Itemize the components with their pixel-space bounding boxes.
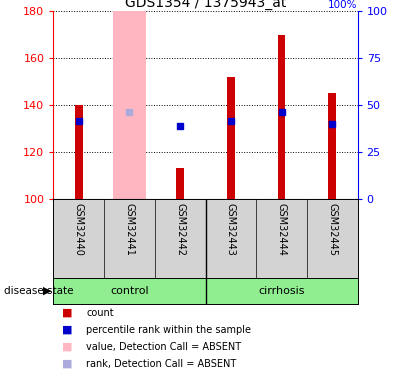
- Bar: [176, 168, 184, 199]
- Text: disease state: disease state: [4, 286, 74, 296]
- Text: ■: ■: [62, 359, 72, 369]
- Text: value, Detection Call = ABSENT: value, Detection Call = ABSENT: [86, 342, 241, 352]
- Title: GDS1354 / 1375943_at: GDS1354 / 1375943_at: [125, 0, 286, 10]
- Bar: [278, 35, 285, 199]
- Text: ▶: ▶: [43, 286, 51, 296]
- Text: rank, Detection Call = ABSENT: rank, Detection Call = ABSENT: [86, 359, 237, 369]
- Text: GSM32442: GSM32442: [175, 202, 185, 256]
- Text: percentile rank within the sample: percentile rank within the sample: [86, 325, 251, 335]
- Text: ■: ■: [62, 325, 72, 335]
- Bar: [328, 93, 336, 199]
- Text: GSM32443: GSM32443: [226, 202, 236, 256]
- Text: ■: ■: [62, 308, 72, 318]
- Text: 100%: 100%: [328, 0, 358, 10]
- Text: GSM32445: GSM32445: [327, 202, 337, 256]
- Text: control: control: [110, 286, 149, 296]
- Bar: [113, 11, 146, 199]
- Text: count: count: [86, 308, 114, 318]
- Text: GSM32440: GSM32440: [74, 202, 84, 256]
- Text: GSM32441: GSM32441: [125, 202, 134, 256]
- Text: ■: ■: [62, 342, 72, 352]
- Bar: [227, 77, 235, 199]
- Text: GSM32444: GSM32444: [277, 202, 286, 256]
- Text: cirrhosis: cirrhosis: [258, 286, 305, 296]
- Bar: [75, 105, 83, 199]
